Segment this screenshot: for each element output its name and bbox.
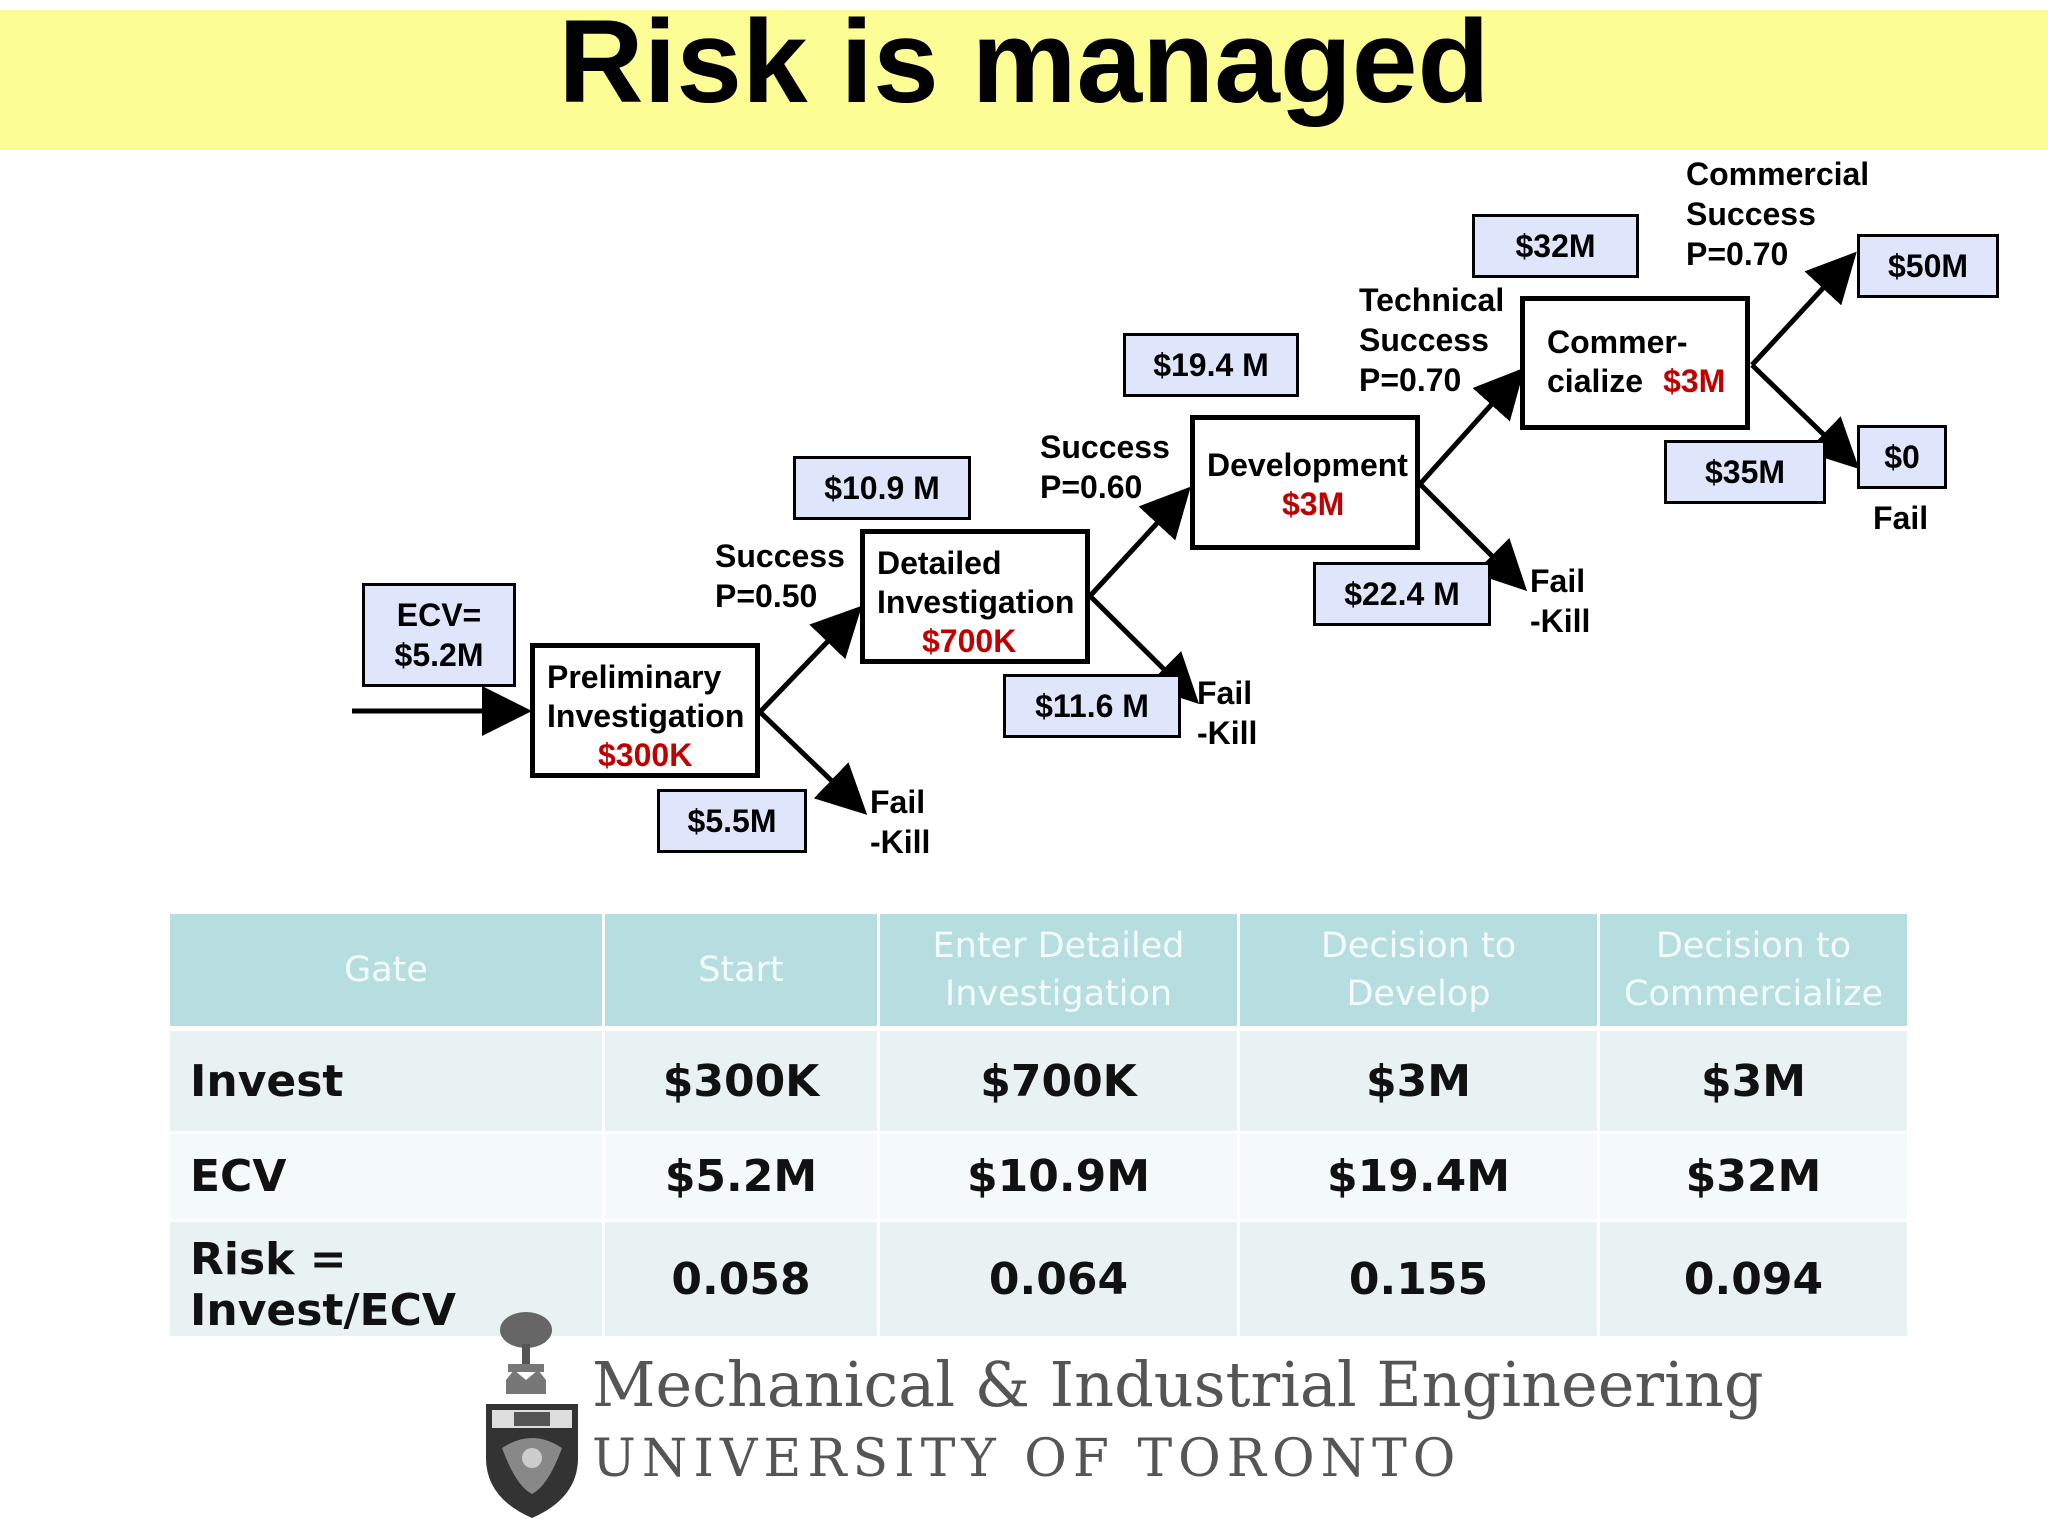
value-detailed-success: $10.9 M [793,456,971,520]
col-header-decision-commercialize: Decision to Commercialize [1598,914,1910,1031]
label-fail: Fail [1873,500,1929,536]
col-header-start: Start [603,914,880,1031]
stage-detailed-investigation: Detailed Investigation $700K [860,529,1090,664]
table-cell: 0.155 [1238,1219,1600,1336]
value-comm-fail: $35M [1664,440,1826,504]
table-cell: 0.094 [1598,1219,1910,1336]
value-prelim-fail: $5.5M [657,789,807,853]
label-fail-kill-2: Fail -Kill [1197,675,1258,751]
table-cell: $32M [1598,1131,1910,1221]
label-technical-success: Technical Success P=0.70 [1359,282,1505,398]
label-success-2: Success P=0.60 [1040,429,1170,505]
stage-cost: $700K [922,623,1017,659]
stage-development: Development $3M [1190,415,1420,550]
arrow-dev-fail [1418,482,1528,592]
table-cell: $700K [878,1027,1240,1133]
entry-ecv-box: ECV= $5.2M [362,583,516,687]
table-cell: 0.064 [878,1219,1240,1336]
col-header-gate: Gate [170,914,605,1031]
arrow-prelim-fail [758,710,868,815]
stage-cost: $300K [598,737,693,773]
table-cell: 0.058 [603,1219,880,1336]
arrow-prelim-success [758,605,862,714]
value-final-fail: $0 [1857,425,1947,489]
label-fail-kill-1: Fail -Kill [870,784,931,860]
value-dev-fail: $22.4 M [1313,562,1491,626]
arrow-comm-fail [1750,363,1860,469]
table-row: Risk = Invest/ECV 0.058 0.064 0.155 0.09… [170,1219,1910,1336]
arrow-comm-success [1750,251,1857,367]
arrow-detailed-success [1088,486,1191,598]
row-label: Invest [170,1027,605,1133]
value-comm-success: $32M [1472,214,1639,278]
stage-commercialize: Commer- cialize $3M [1520,296,1750,430]
row-label: ECV [170,1131,605,1221]
table-cell: $5.2M [603,1131,880,1221]
logo-department-name: Mechanical & Industrial Engineering [592,1348,1764,1421]
value-detailed-fail: $11.6 M [1003,674,1181,738]
table-cell: $10.9M [878,1131,1240,1221]
table-row: Invest $300K $700K $3M $3M [170,1027,1910,1133]
value-final-success: $50M [1857,234,1999,298]
stage-cost: $3M [1282,486,1345,522]
table-cell: $19.4M [1238,1131,1600,1221]
stage-cost: $3M [1663,363,1726,399]
table-cell: $3M [1238,1027,1600,1133]
logo-university-name: UNIVERSITY OF TORONTO [592,1429,1462,1489]
label-commercial-success: Commercial Success P=0.70 [1686,156,1870,272]
value-dev-success: $19.4 M [1123,333,1299,397]
gate-risk-table: Gate Start Enter Detailed Investigation D… [170,914,1910,1336]
col-header-enter-detailed: Enter Detailed Investigation [878,914,1240,1031]
title-banner [0,10,2048,150]
stage-preliminary-investigation: Preliminary Investigation $300K [530,643,760,778]
label-fail-kill-3: Fail -Kill [1530,563,1591,639]
university-crest-icon [486,1312,578,1518]
department-logo: Mechanical & Industrial Engineering UNIV… [592,1345,1764,1493]
table-cell: $300K [603,1027,880,1133]
col-header-decision-develop: Decision to Develop [1238,914,1600,1031]
table-cell: $3M [1598,1027,1910,1133]
page-title: Risk is managed [558,0,1490,128]
table-row: ECV $5.2M $10.9M $19.4M $32M [170,1131,1910,1221]
arrow-dev-success [1418,367,1525,486]
label-success-1: Success P=0.50 [715,538,845,614]
